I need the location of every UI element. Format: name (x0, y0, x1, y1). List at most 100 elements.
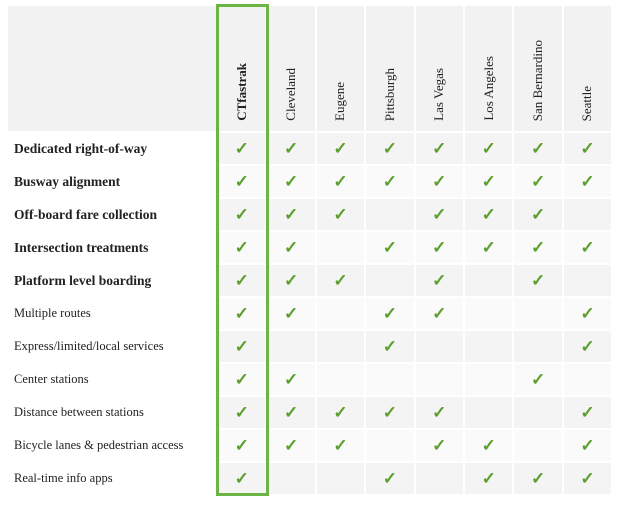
check-cell: ✓ (366, 397, 416, 430)
check-cell: ✓ (267, 397, 317, 430)
check-cell (366, 265, 416, 298)
cell-text: ✓ (481, 468, 496, 488)
cell-text: ✓ (530, 369, 546, 389)
cell-text: ✓ (234, 237, 249, 257)
cell-text: ✓ (382, 468, 397, 488)
check-cell (514, 298, 564, 331)
cell-text: ✓ (283, 402, 299, 422)
column-header: Los Angeles (465, 6, 515, 133)
check-cell: ✓ (316, 199, 367, 232)
column-header: Cleveland (267, 6, 317, 133)
cell-text: ✓ (530, 171, 546, 191)
check-cell: ✓ (563, 331, 614, 364)
cell-text: ✓ (382, 303, 397, 323)
cell-text: Eugene (332, 82, 348, 121)
cell-text: ✓ (283, 204, 299, 224)
cell-text: ✓ (234, 336, 249, 356)
cell-text: ✓ (382, 336, 397, 356)
cell-text: ✓ (283, 138, 299, 158)
cell-text: Bicycle lanes & pedestrian access (14, 438, 184, 452)
check-cell (465, 265, 515, 298)
check-cell (514, 331, 564, 364)
check-cell: ✓ (415, 265, 465, 298)
column-header: Seattle (563, 6, 614, 133)
cell-text: ✓ (580, 237, 595, 257)
column-header: Pittsburgh (366, 6, 416, 133)
row-label: Busway alignment (8, 166, 218, 199)
check-cell: ✓ (563, 232, 614, 265)
cell-text: ✓ (333, 204, 348, 224)
check-cell: ✓ (218, 133, 268, 166)
cell-text: ✓ (333, 435, 348, 455)
cell-text: ✓ (432, 402, 447, 422)
cell-text: ✓ (432, 270, 447, 290)
check-cell: ✓ (366, 298, 416, 331)
check-cell: ✓ (316, 133, 367, 166)
row-label: Distance between stations (8, 397, 218, 430)
cell-text: ✓ (382, 402, 397, 422)
cell-text: ✓ (580, 138, 595, 158)
check-cell (514, 397, 564, 430)
cell-text: ✓ (283, 270, 299, 290)
row-label: Bicycle lanes & pedestrian access (8, 430, 218, 463)
check-cell: ✓ (366, 232, 416, 265)
cell-text: Multiple routes (14, 306, 91, 320)
cell-text: ✓ (333, 270, 348, 290)
check-cell: ✓ (267, 166, 317, 199)
cell-text: Off-board fare collection (14, 206, 157, 222)
check-cell: ✓ (366, 331, 416, 364)
check-cell: ✓ (465, 133, 515, 166)
check-cell: ✓ (218, 298, 268, 331)
check-cell: ✓ (514, 463, 564, 496)
row-label: Platform level boarding (8, 265, 218, 298)
check-cell: ✓ (514, 364, 564, 397)
check-cell: ✓ (267, 199, 317, 232)
cell-text: ✓ (432, 303, 447, 323)
check-cell: ✓ (514, 265, 564, 298)
cell-text: ✓ (234, 468, 249, 488)
check-cell: ✓ (267, 232, 317, 265)
cell-text: San Bernardino (530, 39, 546, 121)
check-cell: ✓ (267, 265, 317, 298)
cell-text: ✓ (530, 237, 546, 257)
check-cell (465, 397, 515, 430)
cell-text: Seattle (579, 85, 595, 121)
cell-text: ✓ (333, 171, 348, 191)
check-cell: ✓ (316, 430, 367, 463)
cell-text: ✓ (333, 138, 348, 158)
check-cell (366, 199, 416, 232)
check-cell: ✓ (514, 232, 564, 265)
check-cell: ✓ (366, 166, 416, 199)
cell-text: Platform level boarding (14, 272, 152, 288)
check-cell: ✓ (415, 232, 465, 265)
cell-text: ✓ (432, 204, 447, 224)
cell-text: ✓ (530, 138, 546, 158)
check-cell (563, 364, 614, 397)
check-cell: ✓ (563, 166, 614, 199)
row-label: Off-board fare collection (8, 199, 218, 232)
check-cell: ✓ (267, 364, 317, 397)
cell-text: Express/limited/local services (14, 339, 164, 353)
check-cell: ✓ (267, 133, 317, 166)
row-label: Express/limited/local services (8, 331, 218, 364)
row-label: Real-time info apps (8, 463, 218, 496)
check-cell (316, 298, 367, 331)
row-label: Multiple routes (8, 298, 218, 331)
cell-text: Cleveland (283, 68, 299, 121)
column-header: Las Vegas (415, 6, 465, 133)
check-cell (316, 364, 367, 397)
check-cell (366, 364, 416, 397)
check-cell (267, 463, 317, 496)
cell-text: ✓ (481, 237, 496, 257)
check-cell: ✓ (465, 232, 515, 265)
check-cell (465, 364, 515, 397)
cell-text: ✓ (283, 237, 299, 257)
cell-text: ✓ (234, 171, 249, 191)
check-cell: ✓ (415, 397, 465, 430)
row-label: Center stations (8, 364, 218, 397)
row-label: Intersection treatments (8, 232, 218, 265)
cell-text: ✓ (432, 237, 447, 257)
highlight-frame (216, 4, 270, 496)
cell-text: ✓ (283, 171, 299, 191)
cell-text: ✓ (283, 369, 299, 389)
